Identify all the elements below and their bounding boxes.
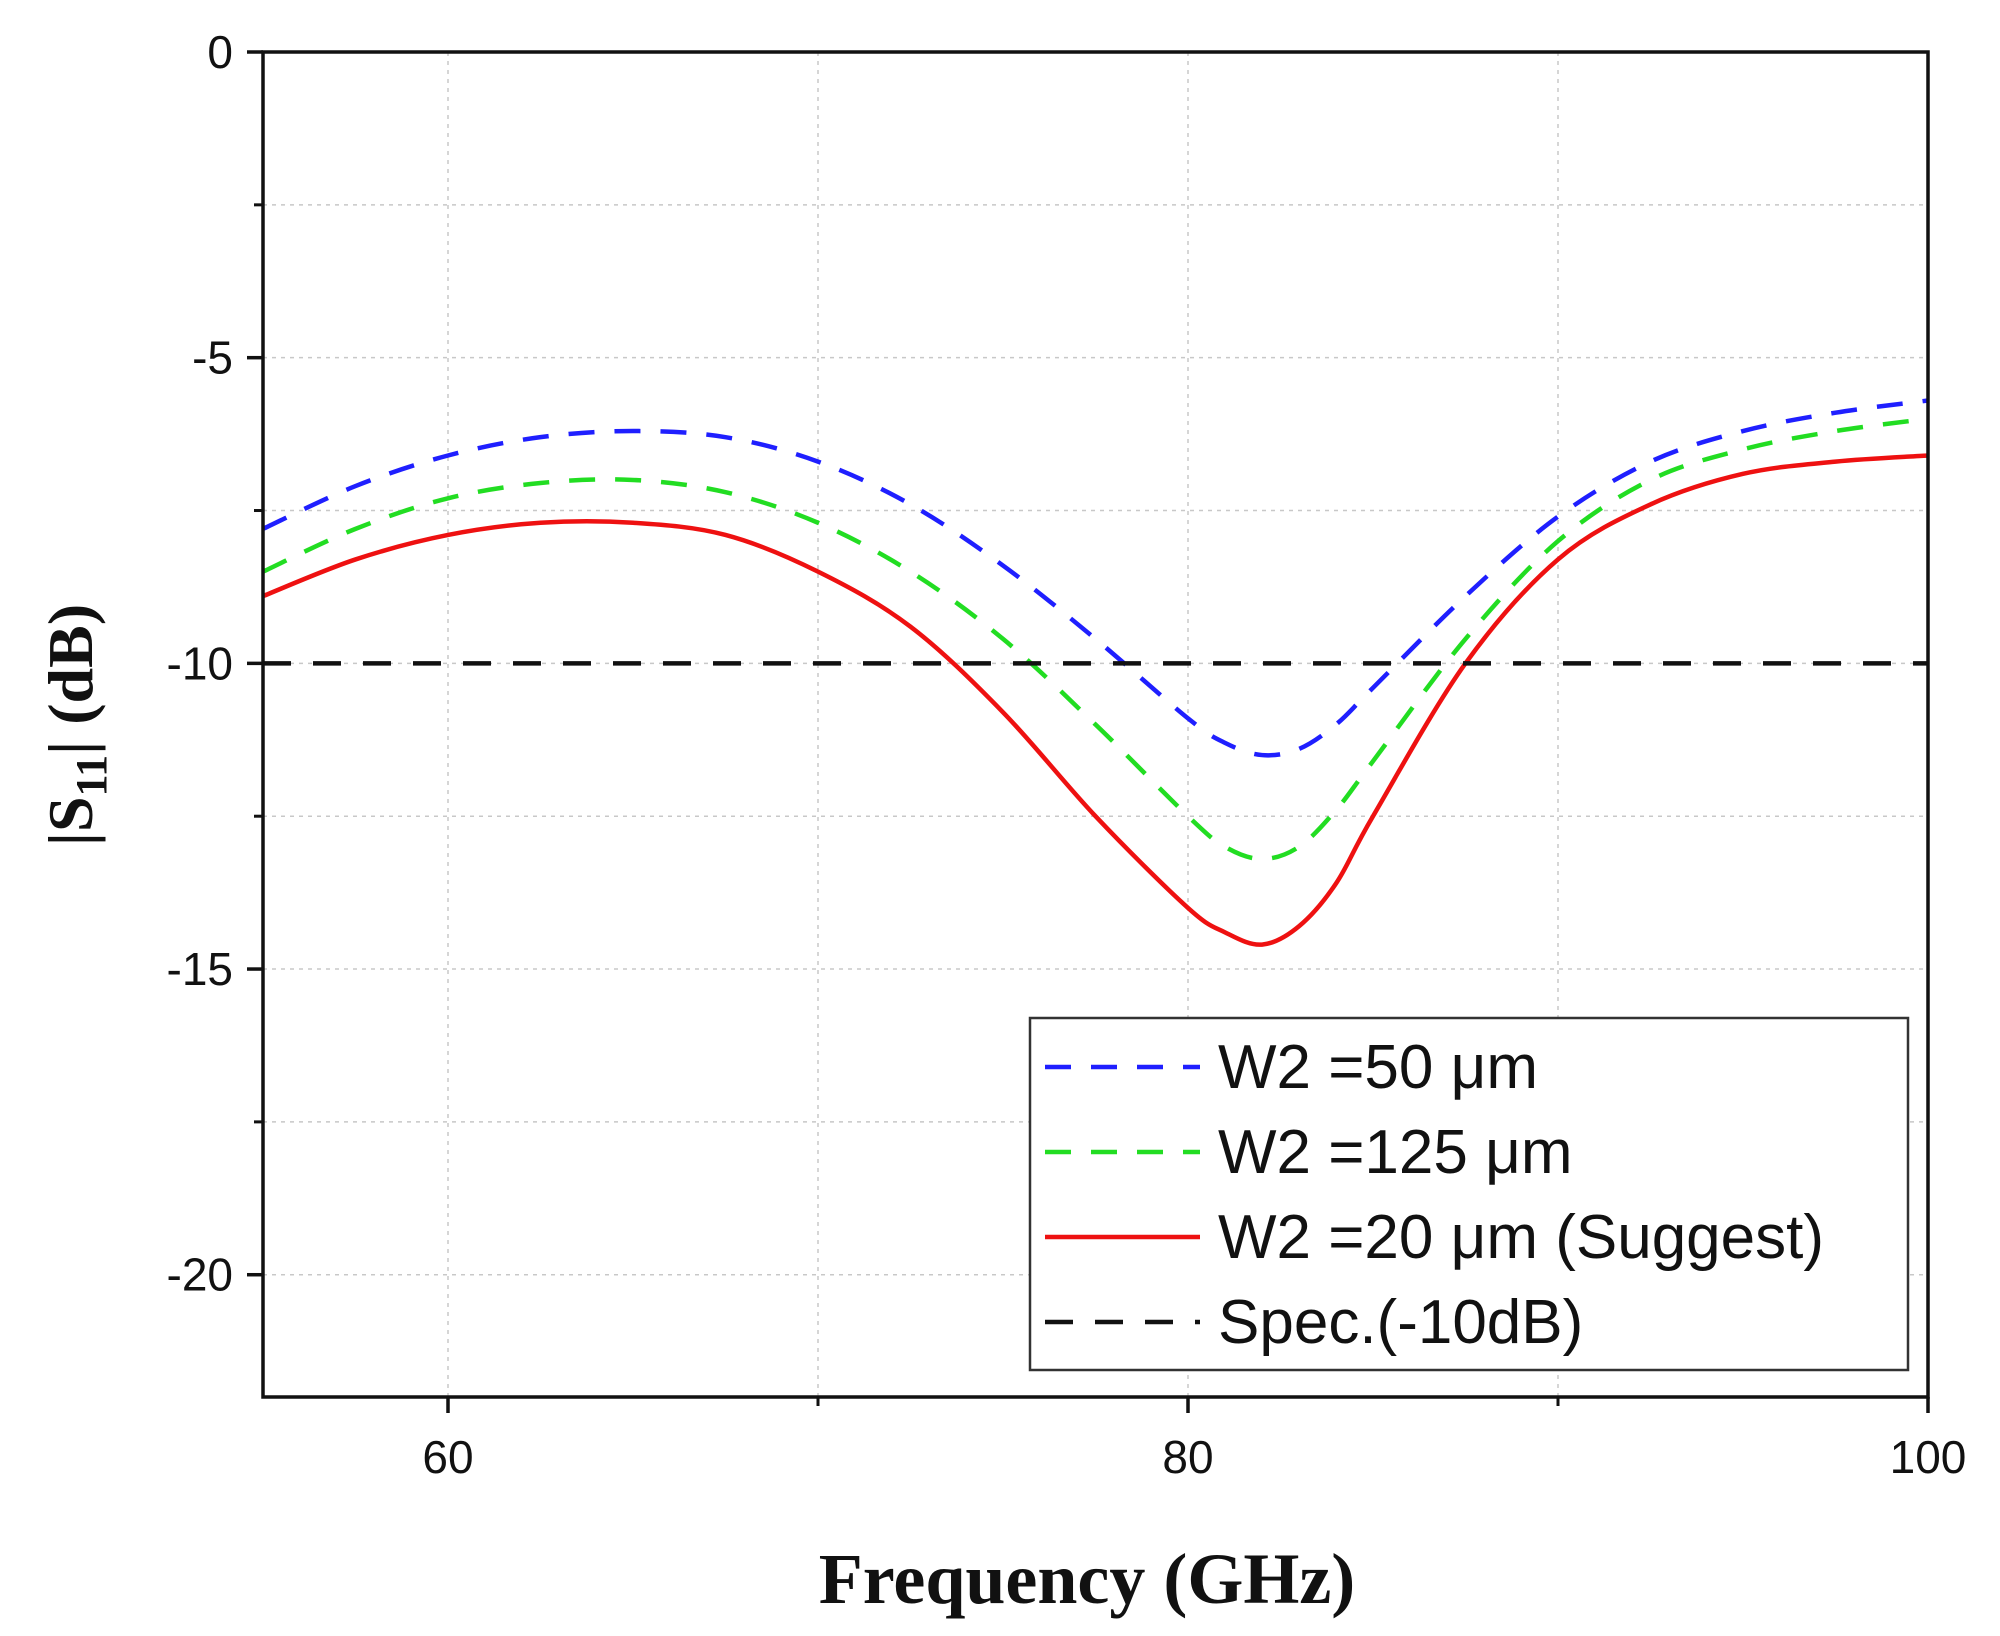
legend-label-w2-20-m-suggest: W2 =20 μm (Suggest): [1218, 1203, 1824, 1272]
x-tick-label: 60: [422, 1431, 473, 1483]
legend: W2 =50 μm W2 =125 μm W2 =20 μm (Suggest) Sp…: [1028, 1016, 1910, 1372]
series-line-w2-125-m: [262, 416, 1929, 862]
x-tick-label: 80: [1162, 1431, 1213, 1483]
y-tick-label: 0: [207, 26, 233, 78]
y-tick-label: -15: [167, 943, 233, 995]
legend-label-spec-10db: Spec.(-10dB): [1218, 1288, 1583, 1357]
y-axis-title-suffix: | (dB): [35, 604, 106, 755]
y-axis-title: |S11| (dB): [35, 604, 116, 846]
y-tick-label: -10: [167, 637, 233, 689]
legend-label-w2-125-m: W2 =125 μm: [1218, 1118, 1572, 1187]
legend-box: [1028, 1016, 1910, 1372]
x-axis-title: Frequency (GHz): [819, 1539, 1356, 1619]
y-axis-title-prefix: |S: [35, 796, 106, 846]
series-layer: [262, 398, 1929, 947]
axis-ticks: 60 80 100 0 -5 -10 -15 -20: [167, 26, 1967, 1483]
legend-label-w2-50-m: W2 =50 μm: [1218, 1033, 1538, 1102]
series-line-w2-50-m: [262, 398, 1929, 758]
x-tick-label: 100: [1890, 1431, 1967, 1483]
y-tick-label: -20: [167, 1249, 233, 1301]
y-axis-title-subscript: 11: [67, 755, 116, 797]
series-line-w2-20-m-suggest: [262, 453, 1929, 947]
y-tick-label: -5: [192, 332, 233, 384]
plot-frame: [261, 50, 1930, 1399]
